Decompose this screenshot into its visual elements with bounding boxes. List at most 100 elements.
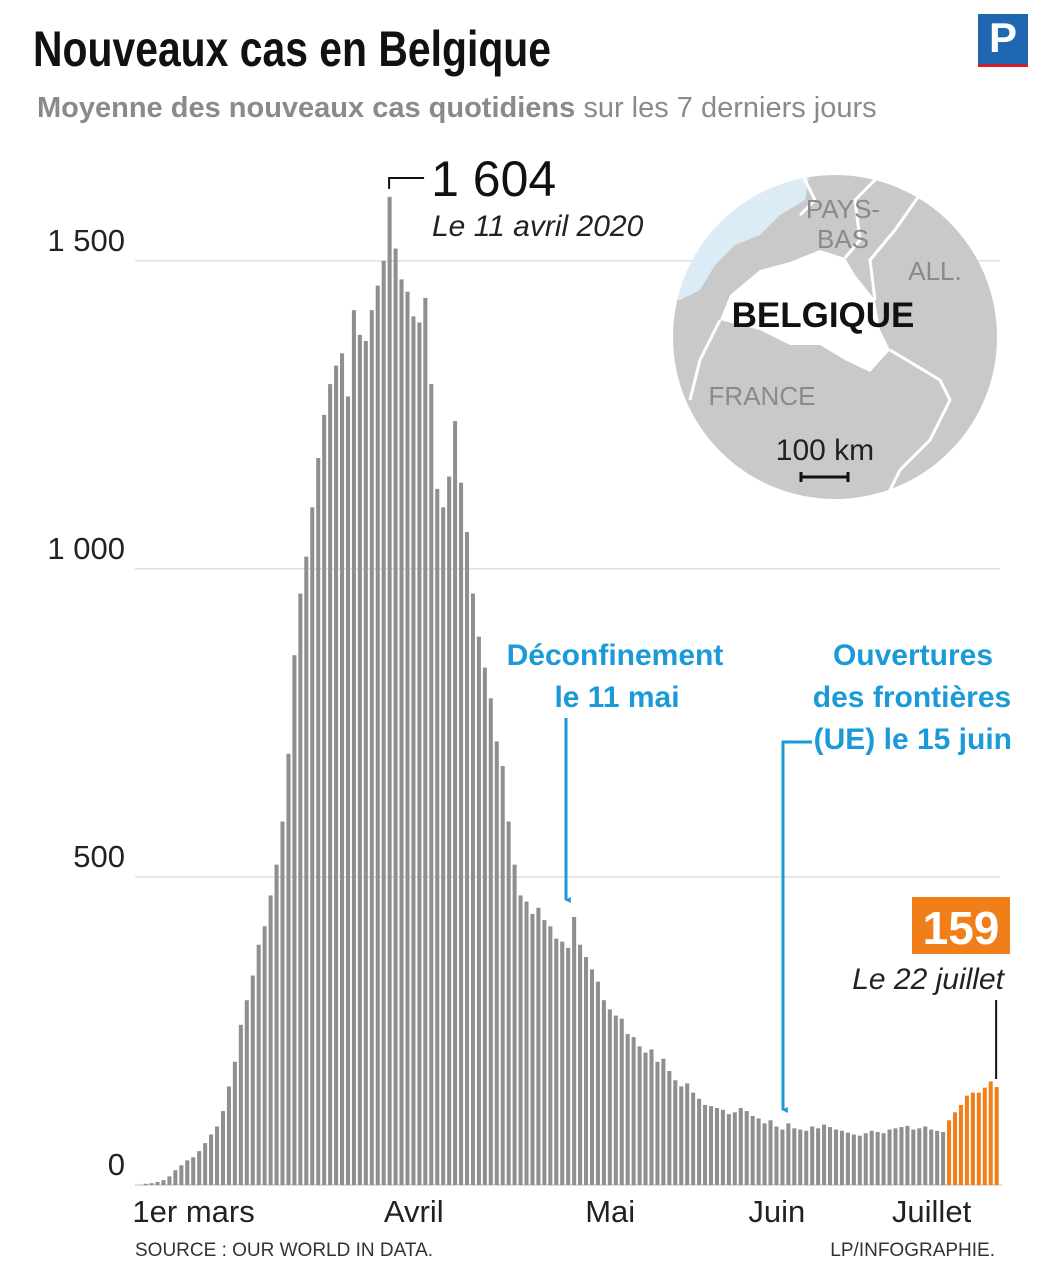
bar (976, 1092, 981, 1185)
bar (381, 260, 386, 1186)
bar (459, 482, 464, 1185)
bar (399, 279, 404, 1185)
map-label: BAS (817, 224, 869, 254)
bar (607, 1009, 612, 1185)
logo: P (978, 14, 1028, 67)
bar (161, 1180, 166, 1185)
bar (393, 248, 398, 1186)
annotation: Ouvertures (833, 639, 993, 672)
bar (988, 1081, 993, 1185)
y-tick-label: 1 000 (47, 531, 125, 566)
source: SOURCE : OUR WORLD IN DATA. (135, 1240, 433, 1261)
bar (512, 864, 517, 1185)
bar (780, 1129, 785, 1185)
bar (345, 396, 350, 1185)
bar (732, 1112, 737, 1185)
bar (524, 901, 529, 1185)
bar (494, 741, 499, 1185)
map-label: ALL. (908, 256, 962, 286)
bar (167, 1176, 172, 1185)
bar (839, 1130, 844, 1185)
bar (244, 1000, 249, 1185)
bar (417, 322, 422, 1185)
y-tick-label: 1 500 (47, 223, 125, 258)
bar (185, 1160, 190, 1185)
bar (179, 1165, 184, 1185)
map-scale-label: 100 km (776, 434, 874, 467)
bar (899, 1127, 904, 1185)
subtitle-bold: Moyenne des nouveaux cas quotidiens (37, 92, 575, 124)
map-label: PAYS- (806, 194, 880, 224)
annotation: le 11 mai (554, 681, 679, 714)
y-tick-label: 0 (108, 1147, 125, 1182)
bar (816, 1128, 821, 1185)
bar (833, 1129, 839, 1185)
bar (411, 316, 416, 1185)
bar (941, 1132, 946, 1185)
bar (655, 1061, 660, 1185)
bar (881, 1133, 886, 1185)
bar (952, 1112, 958, 1185)
bar (203, 1143, 208, 1185)
map-scale-bar (799, 472, 850, 482)
bar (786, 1123, 791, 1185)
bar (917, 1128, 922, 1185)
bar (316, 458, 321, 1185)
bar (560, 941, 565, 1185)
x-tick-label: Avril (384, 1194, 444, 1229)
bar (554, 938, 559, 1185)
bar (792, 1128, 797, 1185)
bar (679, 1086, 684, 1185)
bar (828, 1127, 833, 1185)
bar (613, 1015, 618, 1185)
bar (220, 1111, 226, 1185)
bar (375, 285, 380, 1185)
bar (857, 1135, 862, 1185)
bar (250, 975, 255, 1185)
bar (738, 1107, 743, 1185)
map-shapes (673, 175, 997, 499)
bar (286, 753, 291, 1185)
bar (703, 1104, 708, 1185)
logo-box (978, 14, 1028, 64)
bar (756, 1118, 761, 1185)
bar (387, 196, 392, 1186)
bar (911, 1129, 916, 1185)
bar (453, 421, 458, 1186)
bar (887, 1129, 892, 1185)
bar (869, 1130, 874, 1185)
bar (488, 698, 493, 1185)
bar (518, 895, 523, 1185)
bar (351, 310, 356, 1185)
bar (238, 1024, 243, 1185)
value-label: 1 604 (431, 151, 556, 207)
borders (688, 175, 952, 499)
bar (215, 1126, 220, 1185)
bar (929, 1129, 934, 1185)
annotation: des frontières (813, 681, 1011, 714)
bar (726, 1114, 731, 1185)
bar (506, 821, 511, 1185)
bar (863, 1133, 868, 1185)
bar (429, 384, 434, 1185)
bar (643, 1052, 648, 1185)
bar (482, 667, 487, 1185)
bar (441, 507, 446, 1186)
bars (143, 196, 999, 1186)
bar (958, 1104, 963, 1185)
annotation: (UE) le 15 juin (814, 723, 1012, 756)
bar (994, 1087, 999, 1185)
bar (143, 1183, 148, 1185)
bar (536, 907, 541, 1185)
bar (310, 507, 315, 1186)
bar (691, 1092, 696, 1185)
last-date: Le 22 juillet (852, 963, 1005, 996)
bar (149, 1183, 154, 1185)
bar (578, 944, 583, 1185)
subtitle-rest: sur les 7 derniers jours (583, 92, 876, 124)
bar (262, 926, 267, 1185)
x-tick-label: 1er mars (132, 1194, 254, 1229)
bar (268, 895, 273, 1185)
bar (435, 488, 440, 1185)
